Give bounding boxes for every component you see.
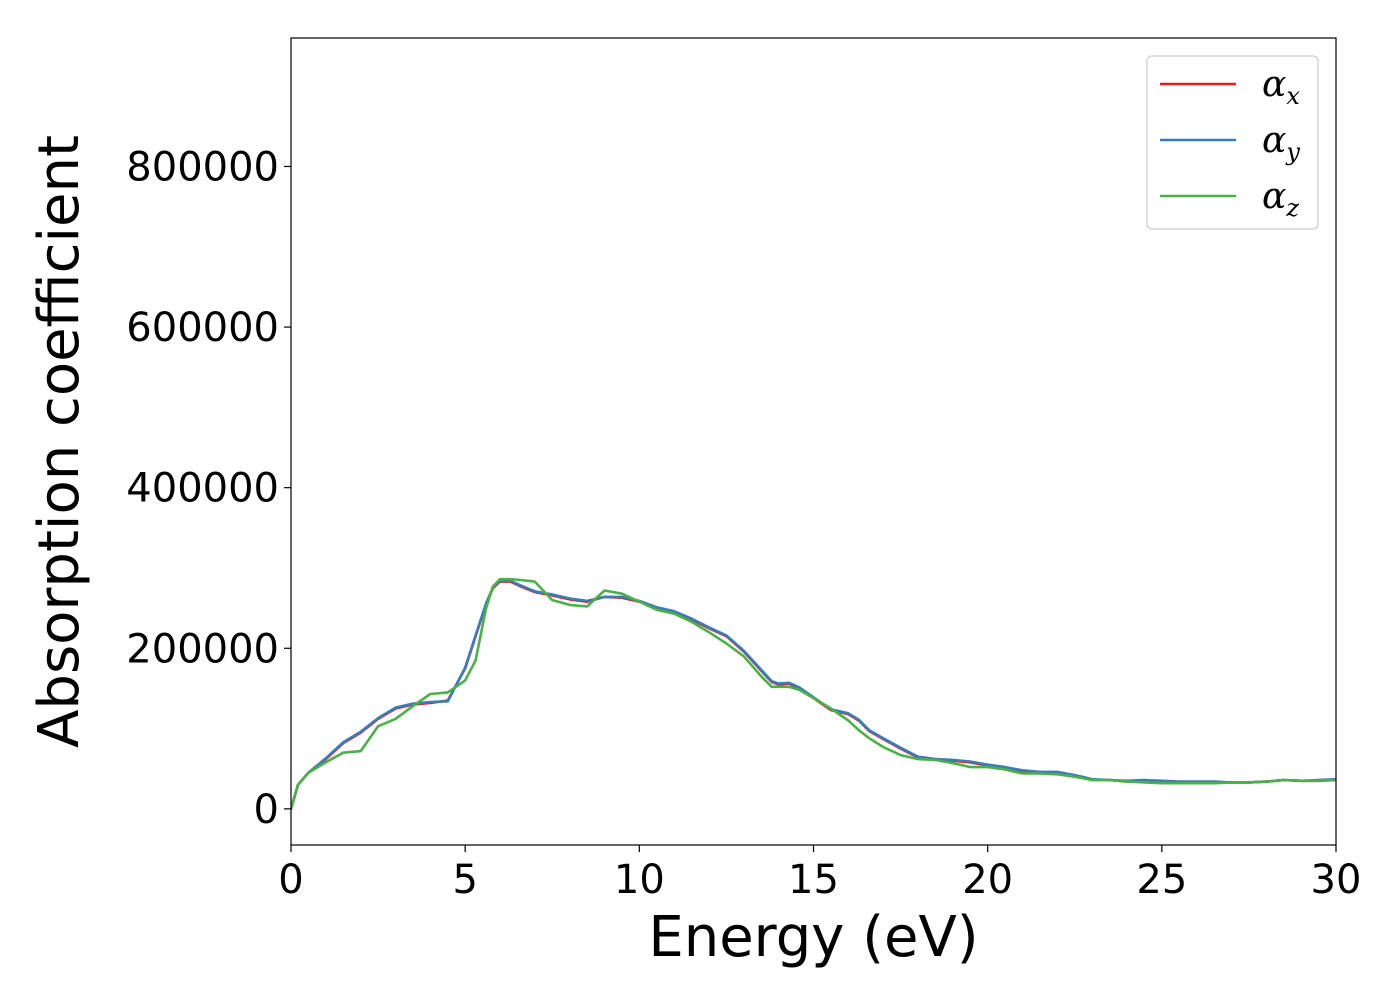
- y-tick-label: 600000: [126, 305, 279, 351]
- axis-ticks: 0 5 10 15 20 25 30 0 200000 400000 600000 800000: [126, 144, 1361, 903]
- x-tick-label: 15: [788, 857, 839, 903]
- y-tick-label: 0: [254, 787, 279, 833]
- x-tick-label: 30: [1311, 857, 1362, 903]
- legend-box: [1146, 55, 1319, 230]
- legend-label-x: αx: [1262, 64, 1300, 110]
- x-tick-label: 25: [1136, 857, 1187, 903]
- x-axis-label: Energy (eV): [648, 905, 978, 970]
- y-tick-label: 800000: [126, 144, 279, 190]
- plot-area: [291, 577, 1336, 811]
- x-tick-label: 0: [278, 857, 303, 903]
- x-tick-label: 10: [614, 857, 665, 903]
- x-tick-label: 5: [452, 857, 477, 903]
- series-line-y: [291, 579, 1336, 811]
- y-axis-label: Absorption coefficient: [27, 135, 92, 748]
- y-tick-label: 400000: [126, 466, 279, 512]
- y-tick-label: 200000: [126, 626, 279, 672]
- series-line-z: [291, 577, 1336, 811]
- x-tick-label: 20: [962, 857, 1013, 903]
